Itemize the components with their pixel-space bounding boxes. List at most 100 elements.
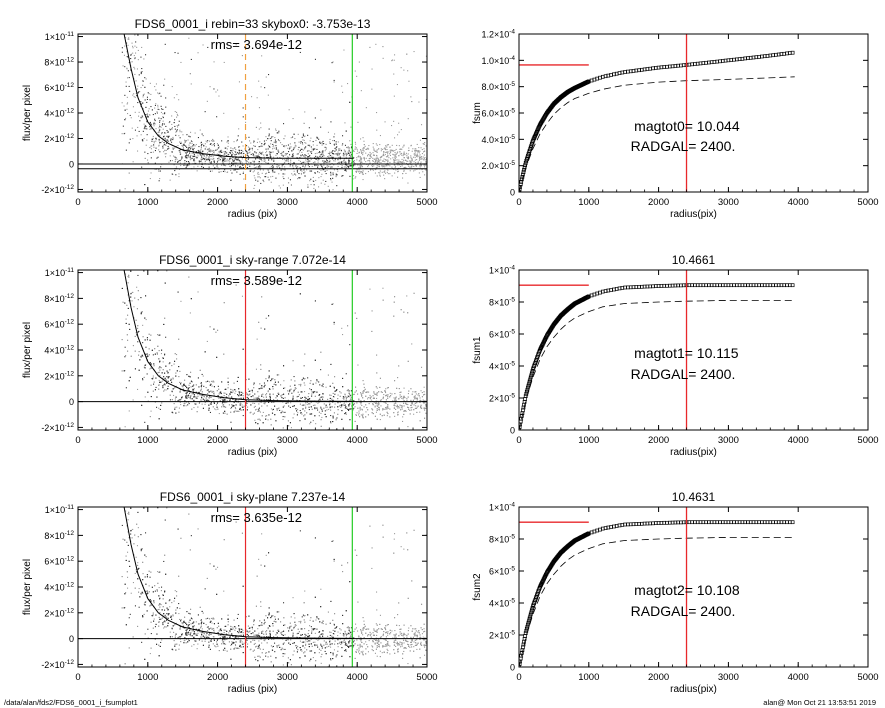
- scatter-point: [288, 151, 290, 153]
- scatter-point: [122, 257, 123, 258]
- scatter-point: [278, 173, 280, 175]
- scatter-point: [266, 157, 268, 159]
- scatter-point: [372, 143, 374, 145]
- scatter-point: [322, 155, 324, 157]
- scatter-point: [416, 411, 418, 413]
- scatter-point: [169, 369, 171, 371]
- scatter-point: [267, 94, 269, 96]
- scatter-point: [310, 170, 312, 172]
- y-tick-label: 0: [69, 159, 74, 169]
- scatter-point: [359, 172, 361, 174]
- scatter-point: [160, 142, 162, 144]
- scatter-point: [390, 152, 392, 154]
- scatter-point: [131, 300, 133, 302]
- scatter-point: [322, 160, 324, 162]
- scatter-point: [121, 102, 123, 104]
- scatter-point: [276, 399, 278, 401]
- scatter-point: [416, 153, 418, 155]
- scatter-point: [380, 162, 382, 164]
- scatter-point: [386, 407, 388, 409]
- scatter-point: [162, 113, 164, 115]
- scatter-point: [129, 13, 130, 14]
- scatter-point: [245, 160, 247, 162]
- scatter-point: [184, 141, 186, 143]
- scatter-point: [257, 410, 259, 412]
- scatter-point: [127, 44, 129, 46]
- scatter-point: [347, 389, 349, 391]
- scatter-point: [134, 251, 135, 252]
- scatter-point: [239, 166, 241, 168]
- scatter-point: [223, 405, 225, 407]
- scatter-point: [146, 116, 148, 118]
- scatter-point: [260, 364, 262, 366]
- scatter-point: [231, 152, 233, 154]
- scatter-point: [130, 117, 132, 119]
- scatter-point: [129, 224, 130, 225]
- scatter-point: [359, 416, 361, 418]
- scatter-point: [155, 147, 157, 149]
- scatter-point: [369, 154, 371, 156]
- scatter-point: [353, 403, 355, 405]
- scatter-point: [302, 161, 304, 163]
- scatter-point: [333, 136, 335, 138]
- scatter-point: [424, 393, 426, 395]
- scatter-point: [372, 395, 374, 397]
- scatter-point: [419, 156, 421, 158]
- scatter-point: [352, 161, 354, 163]
- scatter-point: [365, 173, 367, 175]
- scatter-point: [195, 384, 197, 386]
- scatter-point: [397, 170, 399, 172]
- scatter-point: [391, 60, 393, 62]
- scatter-point: [218, 397, 220, 399]
- scatter-point: [157, 345, 159, 347]
- scatter-point: [422, 171, 424, 173]
- scatter-point: [136, 286, 138, 288]
- scatter-point: [376, 150, 378, 152]
- scatter-point: [393, 160, 395, 162]
- scatter-point: [293, 413, 295, 415]
- scatter-point: [418, 101, 420, 103]
- scatter-point: [292, 165, 294, 167]
- scatter-point: [212, 140, 214, 142]
- scatter-point: [127, 339, 129, 341]
- scatter-point: [355, 390, 357, 392]
- scatter-point: [305, 155, 307, 157]
- scatter-point: [348, 158, 350, 160]
- scatter-point: [221, 402, 223, 404]
- scatter-point: [209, 154, 211, 156]
- scatter-point: [326, 409, 328, 411]
- scatter-point: [258, 418, 260, 420]
- scatter-point: [399, 394, 401, 396]
- scatter-point: [146, 139, 148, 141]
- scatter-point: [408, 80, 410, 82]
- scatter-point: [295, 145, 297, 147]
- scatter-point: [287, 147, 289, 149]
- scatter-point: [203, 145, 205, 147]
- scatter-point: [422, 156, 424, 158]
- scatter-point: [307, 162, 309, 164]
- scatter-point: [269, 154, 271, 156]
- scatter-point: [379, 400, 381, 402]
- scatter-point: [239, 165, 241, 167]
- scatter-point: [292, 155, 294, 157]
- scatter-point: [224, 158, 226, 160]
- scatter-point: [372, 403, 374, 405]
- scatter-point: [200, 400, 202, 402]
- scatter-point: [384, 161, 386, 163]
- scatter-point: [249, 140, 251, 142]
- scatter-point: [127, 38, 129, 40]
- scatter-point: [202, 44, 204, 46]
- scatter-point: [163, 151, 165, 153]
- scatter-point: [200, 146, 202, 148]
- scatter-point: [344, 164, 346, 166]
- scatter-point: [127, 24, 128, 25]
- scatter-point: [151, 138, 153, 140]
- scatter-point: [159, 120, 161, 122]
- scatter-point: [407, 396, 409, 398]
- scatter-point: [234, 410, 236, 412]
- scatter-point: [347, 395, 349, 397]
- scatter-point: [312, 162, 314, 164]
- scatter-point: [237, 165, 239, 167]
- scatter-point: [128, 77, 130, 79]
- scatter-point: [338, 154, 340, 156]
